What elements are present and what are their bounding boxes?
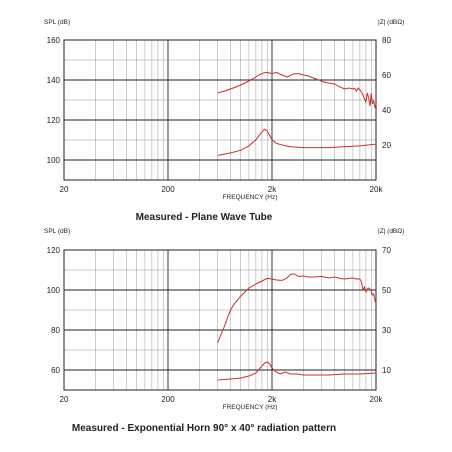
y2-axis-label: |Z| (dBΩ) bbox=[378, 228, 404, 235]
chart-2: 60 80 100 120 10 30 50 70 20 200 2k 20k SPL (dB) |Z| … bbox=[44, 228, 404, 434]
x-axis-label: FREQUENCY (Hz) bbox=[223, 404, 278, 411]
x-tick-label: 20k bbox=[370, 185, 384, 194]
x-tick-label: 20k bbox=[370, 395, 384, 404]
spl-curve bbox=[217, 273, 377, 344]
impedance-curve bbox=[217, 128, 377, 156]
y2-tick-label: 50 bbox=[382, 286, 391, 295]
x-tick-label: 20 bbox=[60, 185, 69, 194]
x-axis-label: FREQUENCY (Hz) bbox=[223, 194, 278, 201]
y-tick-label: 120 bbox=[47, 116, 61, 125]
spl-curve bbox=[217, 71, 377, 109]
y2-tick-label: 70 bbox=[382, 246, 391, 255]
y2-tick-label: 40 bbox=[382, 106, 391, 115]
plot-frame bbox=[63, 39, 377, 181]
chart-caption: Measured - Plane Wave Tube bbox=[136, 212, 273, 223]
x-tick-label: 20 bbox=[60, 395, 69, 404]
chart-caption: Measured - Exponential Horn 90° x 40° ra… bbox=[72, 423, 336, 434]
chart-1: 100 120 140 160 20 40 60 80 20 200 2k 20k SPL (dB) |Z… bbox=[44, 19, 404, 223]
y-tick-label: 140 bbox=[47, 76, 61, 85]
y2-axis-label: |Z| (dBΩ) bbox=[378, 19, 404, 26]
y-axis-label: SPL (dB) bbox=[44, 19, 70, 26]
y-tick-label: 120 bbox=[47, 246, 61, 255]
x-tick-label: 200 bbox=[161, 185, 175, 194]
y-tick-label: 160 bbox=[47, 36, 61, 45]
plot-frame bbox=[63, 249, 377, 391]
y-tick-label: 100 bbox=[47, 156, 61, 165]
x-tick-label: 200 bbox=[161, 395, 175, 404]
y-axis-label: SPL (dB) bbox=[44, 228, 70, 235]
y-tick-label: 60 bbox=[51, 366, 60, 375]
y2-tick-label: 30 bbox=[382, 326, 391, 335]
impedance-curve bbox=[217, 361, 377, 381]
x-tick-label: 2k bbox=[268, 185, 277, 194]
y-tick-label: 80 bbox=[51, 326, 60, 335]
y2-tick-label: 20 bbox=[382, 141, 391, 150]
y2-tick-label: 80 bbox=[382, 36, 391, 45]
y2-tick-label: 60 bbox=[382, 71, 391, 80]
x-tick-label: 2k bbox=[268, 395, 277, 404]
y-tick-label: 100 bbox=[47, 286, 61, 295]
y2-tick-label: 10 bbox=[382, 366, 391, 375]
